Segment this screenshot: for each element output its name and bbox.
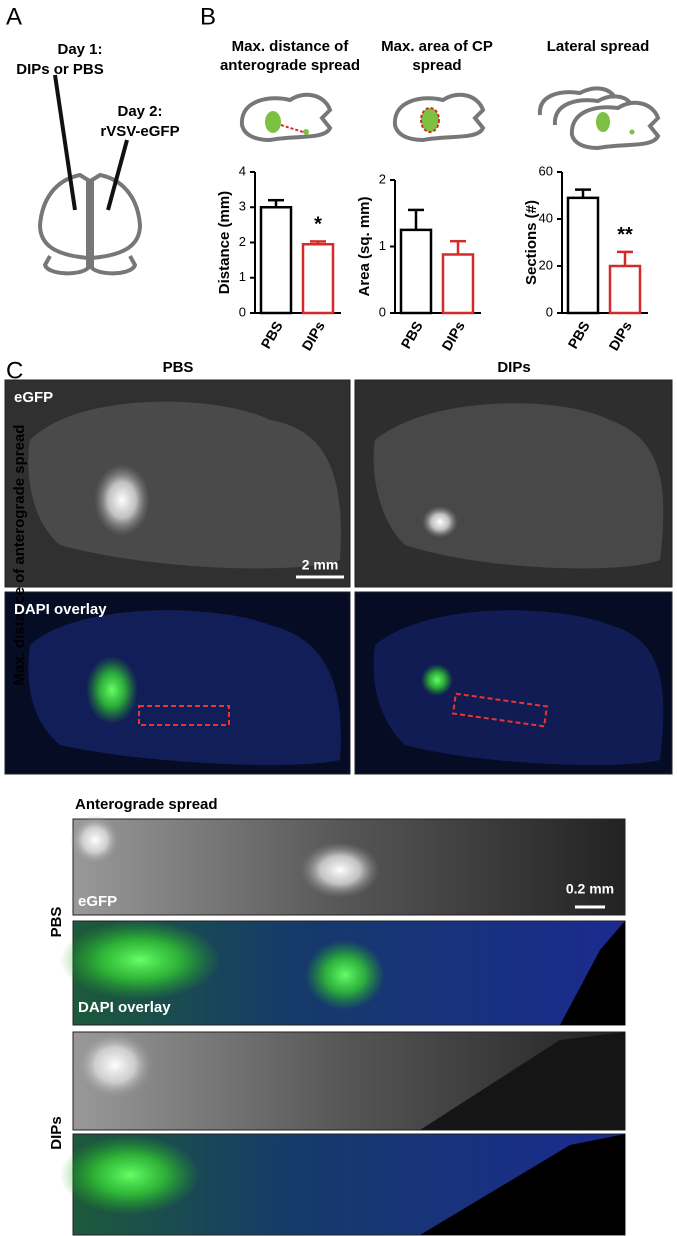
bar — [608, 264, 642, 315]
area-indicator — [420, 107, 440, 133]
x-tick-label: DIPs — [438, 318, 468, 353]
brain-diagram — [37, 172, 143, 276]
panel-letter: C — [6, 357, 23, 384]
spread-site — [629, 129, 635, 135]
chart-title: Lateral spread — [546, 38, 650, 55]
row-label: DIPs — [48, 1116, 65, 1149]
injection-site — [265, 111, 281, 133]
image-label: eGFP — [78, 893, 117, 910]
y-tick-label: 4 — [239, 163, 246, 178]
bar — [259, 206, 293, 315]
y-tick-label: 40 — [539, 210, 553, 225]
column-header: PBS — [163, 359, 194, 376]
row-title: Max. distance of anterograde spread — [11, 425, 28, 686]
image-label: DAPI overlay — [14, 601, 107, 618]
image-label: DAPI overlay — [78, 999, 171, 1016]
day2-text: rVSV-eGFP — [100, 123, 179, 140]
day2-label: Day 2: — [117, 103, 162, 120]
detail-title: Anterograde spread — [75, 796, 218, 813]
bar — [566, 196, 600, 315]
y-axis-label: Distance (mm) — [216, 191, 233, 294]
y-tick-label: 2 — [379, 171, 386, 186]
injection-site — [596, 112, 610, 132]
y-tick-label: 60 — [539, 163, 553, 178]
y-axis-label: Area (sq. mm) — [356, 196, 373, 296]
bar — [399, 228, 433, 315]
y-tick-label: 3 — [239, 199, 246, 214]
microscopy-images — [4, 379, 673, 1236]
y-tick-label: 20 — [539, 257, 553, 272]
y-tick-label: 0 — [379, 304, 386, 319]
x-tick-label: PBS — [398, 318, 426, 351]
scale-bar-label: 0.2 mm — [566, 881, 614, 897]
y-tick-label: 1 — [379, 238, 386, 253]
row-label: PBS — [48, 907, 65, 938]
chart-title: Max. distance of anterograde spread — [219, 38, 361, 74]
significance: * — [314, 214, 322, 236]
column-header: DIPs — [497, 359, 530, 376]
x-tick-label: PBS — [258, 318, 286, 351]
distance-indicator — [280, 124, 304, 133]
y-tick-label: 1 — [239, 269, 246, 284]
bar — [441, 253, 475, 315]
x-tick-label: DIPs — [298, 318, 328, 353]
y-tick-label: 2 — [239, 234, 246, 249]
injection-needle — [106, 139, 129, 211]
panel-letter: A — [6, 3, 22, 30]
x-tick-label: DIPs — [605, 318, 635, 353]
panel-letter: B — [200, 3, 216, 30]
spread-site — [303, 129, 309, 135]
chart-title: Max. area of CP spread — [381, 38, 493, 74]
y-tick-label: 0 — [239, 304, 246, 319]
y-axis-label: Sections (#) — [523, 200, 540, 285]
day1-text: DIPs or PBS — [16, 61, 104, 78]
injection-needle — [53, 74, 77, 211]
scale-bar-label: 2 mm — [302, 557, 339, 573]
day1-label: Day 1: — [57, 41, 102, 58]
bar — [301, 243, 335, 315]
significance: ** — [617, 224, 633, 246]
image-label: eGFP — [14, 389, 53, 406]
x-tick-label: PBS — [565, 318, 593, 351]
sagittal-schematic — [239, 86, 661, 151]
y-tick-label: 0 — [546, 304, 553, 319]
